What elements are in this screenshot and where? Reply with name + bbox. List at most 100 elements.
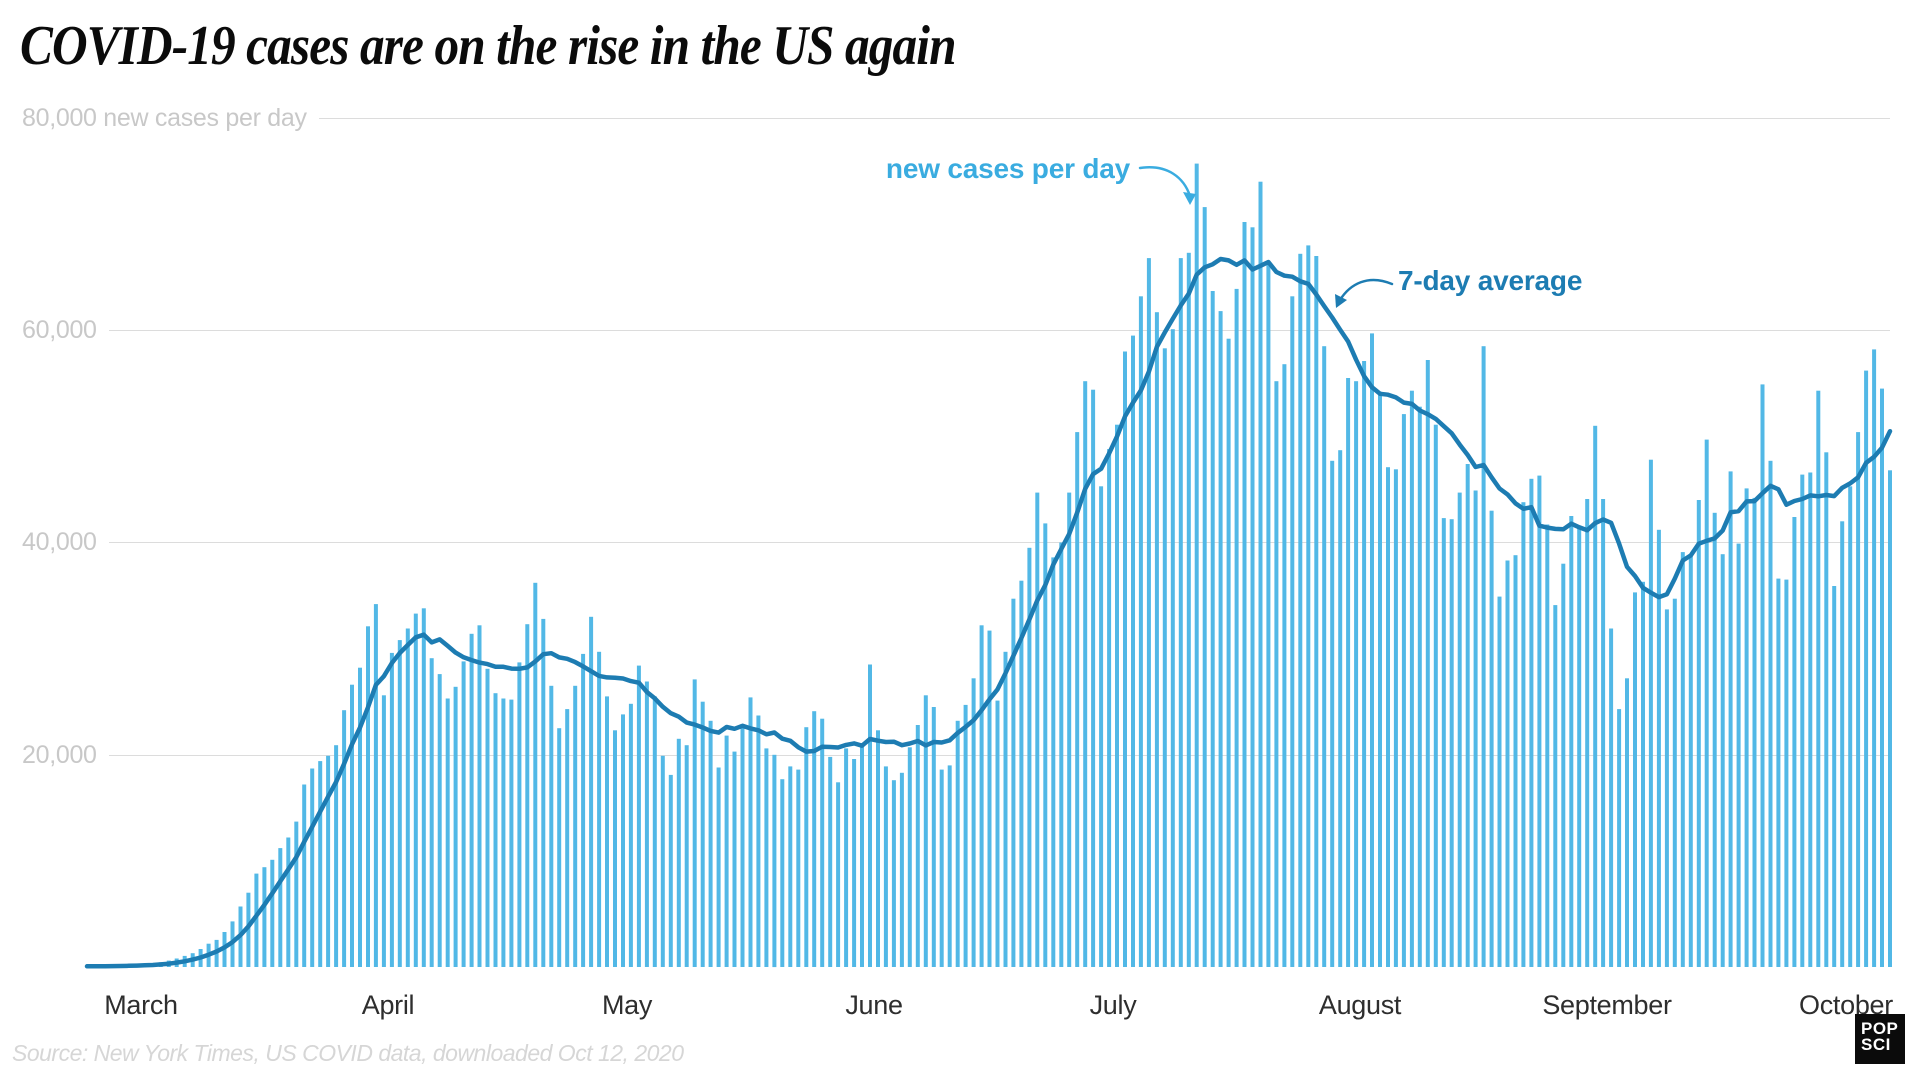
bar-day-52 (517, 662, 522, 967)
bar-day-36 (389, 652, 394, 967)
seven-day-average-line (84, 256, 1893, 969)
bar-day-171 (1465, 464, 1470, 967)
bar-day-106 (947, 765, 952, 967)
bar-day-161 (1386, 467, 1390, 967)
gridline (318, 117, 1890, 119)
bar-day-47 (477, 625, 482, 967)
bar-day-86 (788, 766, 793, 967)
bar-day-193 (1641, 581, 1645, 967)
bar-day-160 (1378, 391, 1382, 967)
bar-day-42 (437, 674, 442, 967)
bar-day-153 (1322, 346, 1327, 967)
popsci-logo-text: POP SCI (1855, 1014, 1905, 1053)
bar-day-172 (1473, 490, 1478, 967)
annotation-arrow-new-cases (1138, 166, 1192, 198)
bar-day-73 (684, 745, 689, 967)
bar-day-191 (1625, 678, 1629, 967)
bar-day-84 (772, 754, 777, 968)
x-axis-label-august: August (1318, 990, 1402, 1020)
bar-day-26 (310, 768, 315, 967)
bar-day-143 (1242, 222, 1247, 967)
bar-day-116 (1027, 547, 1032, 967)
popsci-logo: POP SCI (1855, 1014, 1905, 1064)
bar-day-95 (860, 743, 864, 967)
bar-day-27 (318, 761, 323, 967)
bar-day-20 (262, 867, 267, 967)
bar-day-215 (1816, 390, 1821, 967)
bar-day-104 (931, 707, 936, 967)
bar-day-149 (1290, 296, 1295, 967)
bar-day-60 (581, 653, 586, 967)
bar-day-134 (1170, 329, 1175, 967)
bar-day-24 (294, 821, 299, 967)
bar-day-165 (1417, 406, 1422, 967)
bar-day-96 (868, 664, 872, 967)
bar-day-192 (1633, 592, 1637, 967)
annotation-7-day-average: 7-day average (1398, 265, 1583, 296)
bar-day-53 (525, 624, 530, 967)
bar-day-75 (700, 701, 705, 967)
bar-day-219 (1848, 486, 1853, 967)
bar-day-117 (1035, 492, 1040, 967)
bar-day-202 (1712, 512, 1717, 967)
bar-day-189 (1609, 628, 1614, 967)
bar-day-93 (844, 748, 849, 967)
bar-day-120 (1059, 542, 1064, 967)
popsci-logo-line1: POP (1861, 1019, 1899, 1038)
y-axis-label-60000: 60,000 (22, 315, 97, 344)
bar-day-62 (597, 651, 602, 967)
bar-day-88 (804, 727, 809, 967)
bar-day-127 (1115, 424, 1119, 967)
bar-day-148 (1282, 364, 1287, 967)
gridline-row-60000: 60,000 (22, 316, 1890, 344)
bar-day-29 (334, 745, 339, 967)
bar-day-130 (1138, 296, 1143, 967)
y-axis-label-20000: 20,000 (22, 740, 97, 769)
bar-day-102 (915, 725, 920, 967)
bar-day-163 (1401, 414, 1406, 968)
bar-day-199 (1688, 556, 1693, 967)
bar-day-195 (1656, 529, 1661, 967)
bar-day-220 (1856, 432, 1861, 968)
bar-day-66 (628, 703, 633, 967)
bar-day-85 (780, 779, 785, 967)
bar-day-177 (1513, 555, 1518, 967)
bar-day-139 (1210, 291, 1215, 967)
bar-day-32 (358, 667, 362, 967)
annotation-arrow-average (1338, 278, 1394, 302)
bar-day-184 (1569, 516, 1574, 967)
bar-day-196 (1664, 609, 1669, 967)
bar-day-90 (820, 718, 825, 967)
bar-day-178 (1521, 502, 1526, 967)
bar-day-68 (644, 681, 649, 967)
bar-day-70 (660, 755, 665, 967)
bar-day-111 (987, 630, 992, 967)
bar-day-113 (1003, 651, 1008, 967)
gridline (108, 329, 1890, 331)
bar-day-51 (509, 699, 514, 967)
daily-bars-series (103, 163, 1892, 968)
bar-day-210 (1776, 578, 1781, 967)
bar-day-144 (1250, 227, 1255, 968)
bar-day-217 (1832, 586, 1837, 967)
bar-day-183 (1561, 563, 1566, 967)
bar-day-158 (1362, 361, 1367, 967)
bar-day-124 (1091, 389, 1096, 967)
bar-day-57 (557, 728, 562, 967)
bar-day-121 (1067, 492, 1072, 967)
bar-day-49 (493, 693, 498, 967)
bar-day-71 (668, 774, 673, 967)
bar-day-39 (413, 613, 418, 967)
bar-day-200 (1696, 500, 1701, 967)
x-axis-label-september: September (1542, 990, 1672, 1020)
page-title: COVID-19 cases are on the rise in the US… (20, 15, 957, 77)
bar-day-137 (1194, 163, 1199, 968)
bar-day-119 (1051, 557, 1056, 967)
bar-day-154 (1330, 460, 1335, 967)
bar-day-82 (756, 715, 761, 967)
bar-day-216 (1824, 452, 1829, 967)
bar-day-109 (971, 678, 976, 967)
bar-day-72 (676, 738, 681, 967)
bar-day-35 (381, 695, 386, 967)
